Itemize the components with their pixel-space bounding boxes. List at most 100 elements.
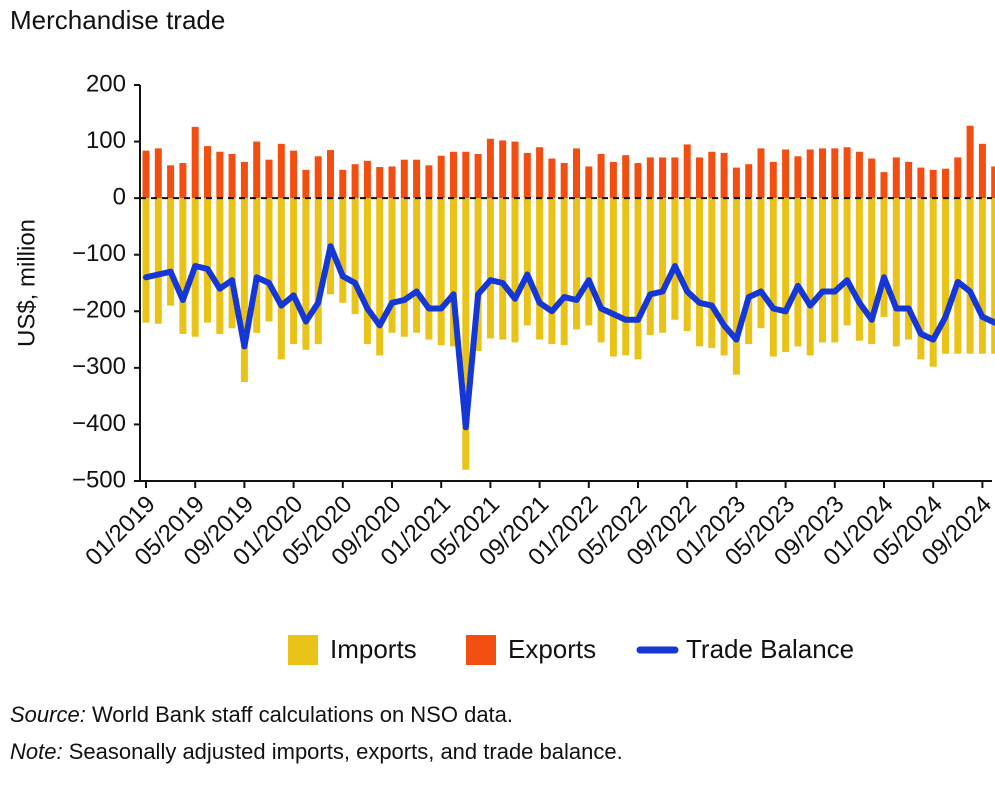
bar (388, 166, 396, 199)
bar (794, 156, 802, 199)
footnote-text: Seasonally adjusted imports, exports, an… (63, 739, 623, 764)
legend-label: Trade Balance (686, 634, 854, 664)
bar (450, 198, 457, 347)
bar (548, 198, 556, 345)
bar (400, 198, 408, 337)
bar (831, 148, 839, 199)
bar (794, 198, 802, 347)
bar (905, 198, 913, 340)
bar (536, 147, 544, 199)
footnote: Note: Seasonally adjusted imports, expor… (10, 739, 623, 764)
bar (327, 150, 334, 199)
bar (868, 198, 876, 345)
bar (339, 198, 347, 303)
bar (437, 198, 445, 346)
bar (892, 198, 900, 347)
bar (843, 198, 851, 326)
bar (819, 148, 826, 199)
bar (511, 141, 519, 199)
bar (597, 154, 605, 199)
bar (659, 198, 667, 333)
bar (597, 198, 605, 343)
legend-swatch (466, 635, 496, 665)
bar (671, 198, 679, 320)
bar (474, 154, 482, 199)
bar (954, 157, 962, 199)
y-tick-label: 100 (86, 127, 126, 154)
y-tick-label: 200 (86, 70, 126, 97)
bar (560, 198, 568, 346)
bar (843, 147, 851, 199)
bar (954, 198, 962, 354)
bar (831, 198, 839, 343)
bar (782, 149, 790, 199)
bar (511, 198, 519, 343)
footnote-text: World Bank staff calculations on NSO dat… (86, 702, 513, 727)
bar (154, 148, 162, 199)
bar (573, 198, 580, 330)
bar (573, 148, 580, 199)
legend-label: Exports (508, 634, 596, 664)
bar (683, 198, 691, 332)
bar (757, 148, 765, 199)
bar (855, 198, 863, 341)
bar (240, 198, 248, 382)
bar (523, 198, 531, 326)
bar (363, 160, 371, 199)
bar (216, 151, 224, 199)
bar (868, 158, 876, 199)
bar (585, 198, 593, 326)
bar (437, 155, 445, 199)
bar (167, 165, 175, 199)
bar (425, 198, 433, 340)
bar (265, 198, 273, 322)
bar (179, 163, 187, 199)
bar (290, 198, 298, 345)
bar (978, 198, 986, 354)
bar (708, 151, 716, 199)
bar (991, 198, 995, 354)
bar (745, 198, 753, 345)
bar (154, 198, 162, 324)
bar (191, 126, 199, 199)
bar (609, 198, 617, 357)
bar (351, 164, 359, 199)
y-axis-label: US$, million (13, 219, 40, 347)
bar (942, 198, 949, 354)
bar (917, 167, 925, 199)
bar (720, 198, 728, 356)
bar (892, 157, 900, 199)
bar (757, 198, 765, 329)
bar (696, 157, 703, 199)
bar (880, 172, 888, 199)
bar (646, 198, 654, 336)
y-tick-label: −400 (72, 410, 126, 437)
bar (277, 143, 285, 199)
bar (671, 157, 679, 199)
chart-title: Merchandise trade (10, 5, 225, 35)
bar (400, 159, 408, 199)
bar (720, 152, 728, 199)
bar (302, 169, 310, 199)
bar (634, 163, 642, 199)
bar (204, 198, 211, 323)
bar (732, 198, 740, 375)
legend-label: Imports (330, 634, 417, 664)
bar (536, 198, 544, 340)
bar (499, 198, 507, 340)
bar (142, 198, 150, 323)
bar (216, 198, 224, 334)
bar (966, 198, 974, 354)
bar (905, 161, 913, 199)
bar (450, 151, 457, 199)
bar (609, 161, 617, 199)
bar (819, 198, 826, 343)
bar (499, 140, 507, 199)
y-tick-label: −500 (72, 466, 126, 493)
bar (363, 198, 371, 345)
bar (917, 198, 925, 360)
y-tick-label: −300 (72, 353, 126, 380)
bar (314, 156, 322, 199)
y-tick-label: −100 (72, 240, 126, 267)
